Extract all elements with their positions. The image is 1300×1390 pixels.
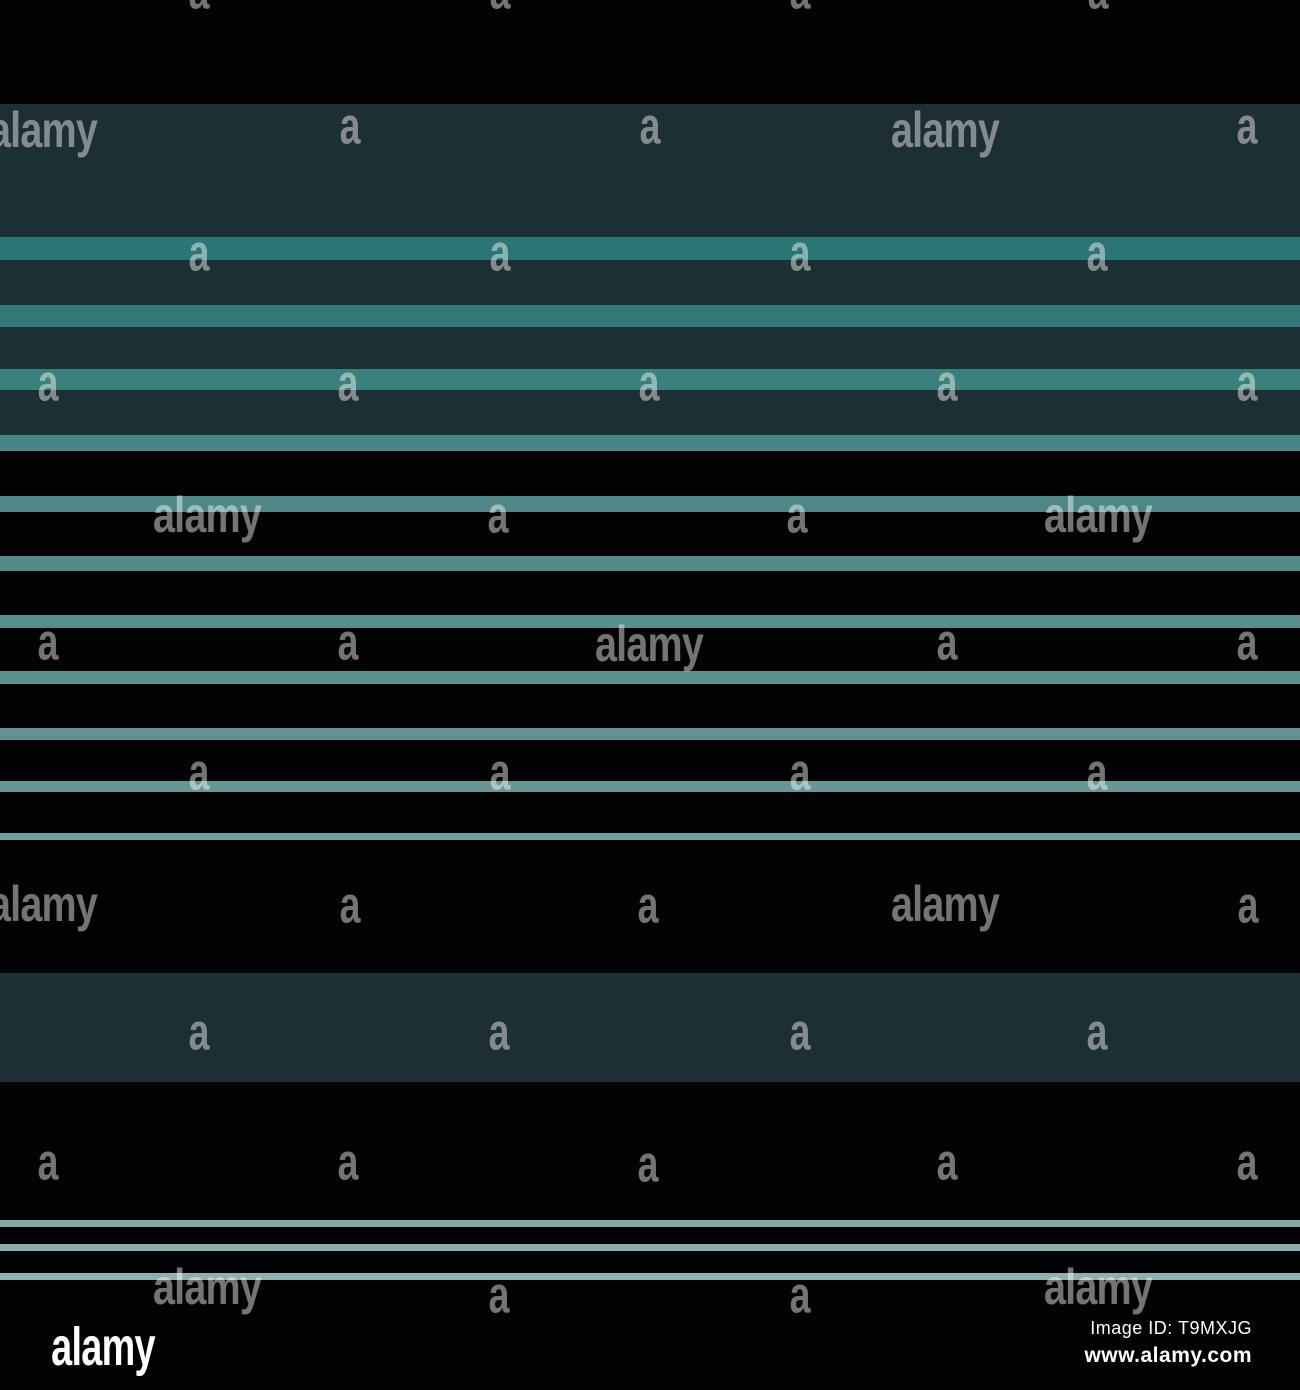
website-text: www.alamy.com [1084,1344,1252,1367]
watermark-a-mark: a [789,743,811,802]
watermark-a-mark: a [1236,613,1258,672]
watermark-a-mark: a [487,486,509,545]
watermark-a-mark: a [189,0,210,17]
watermark-a-mark: a [339,876,361,935]
watermark-alamy-logo: alamy [152,1259,262,1315]
watermark-a-mark: a [489,743,511,802]
watermark-a-mark: a [489,224,511,283]
watermark-a-mark: a [1086,1003,1108,1062]
watermark-a-mark: a [188,1003,210,1062]
watermark-a-mark: a [639,97,661,156]
slate-band-top [0,104,1300,450]
watermark-alamy-logo: alamy [890,876,1000,932]
watermark-a-mark: a [1236,97,1258,156]
watermark-alamy-logo: alamy [890,102,1000,158]
watermark-a-mark: a [637,1135,659,1194]
watermark-a-mark: a [188,743,210,802]
teal-stripe-1 [0,237,1300,260]
watermark-a-mark: a [339,97,361,156]
slate-band-bottom [0,973,1300,1082]
watermark-a-mark: a [638,354,660,413]
footer-text-block: Image ID: T9MXJG www.alamy.com [1084,1318,1252,1368]
watermark-a-mark: a [790,0,811,17]
teal-stripe-14 [0,1273,1300,1280]
watermark-a-mark: a [37,354,59,413]
teal-stripe-4 [0,435,1300,451]
watermark-alamy-logo: alamy [0,876,98,932]
watermark-a-mark: a [188,224,210,283]
watermark-a-mark: a [789,224,811,283]
watermark-a-mark: a [789,1003,811,1062]
watermark-a-mark: a [637,876,659,935]
watermark-a-mark: a [37,1133,59,1192]
watermark-a-mark: a [1086,743,1108,802]
teal-stripe-5 [0,496,1300,512]
watermark-a-mark: a [786,486,808,545]
watermark-a-mark: a [37,613,59,672]
watermark-a-mark: a [789,1266,811,1325]
teal-stripe-2 [0,305,1300,327]
image-id-text: Image ID: T9MXJG [1090,1318,1252,1338]
watermark-a-mark: a [936,354,958,413]
teal-stripe-11 [0,833,1300,840]
teal-stripe-13 [0,1244,1300,1251]
alamy-logo: alamy [51,1316,155,1377]
teal-stripe-7 [0,615,1300,628]
teal-stripe-3 [0,369,1300,390]
watermark-a-mark: a [1237,876,1259,935]
watermark-a-mark: a [337,354,359,413]
watermark-a-mark: a [488,1003,510,1062]
watermark-a-mark: a [936,613,958,672]
watermark-a-mark: a [936,1133,958,1192]
teal-stripe-10 [0,781,1300,792]
teal-stripe-12 [0,1220,1300,1227]
watermark-a-mark: a [1236,1133,1258,1192]
watermark-a-mark: a [337,1133,359,1192]
watermark-alamy-logo: alamy [1043,487,1153,543]
watermark-alamy-logo: alamy [1043,1259,1153,1315]
watermark-a-mark: a [488,1266,510,1325]
watermark-a-mark: a [1088,0,1109,17]
watermark-a-mark: a [1236,354,1258,413]
watermark-a-mark: a [490,0,511,17]
watermark-alamy-logo: alamy [0,102,98,158]
watermark-alamy-logo: alamy [152,487,262,543]
teal-stripe-6 [0,556,1300,571]
watermark-alamy-logo: alamy [594,616,704,672]
watermark-a-mark: a [1086,224,1108,283]
teal-stripe-8 [0,671,1300,684]
watermark-a-mark: a [337,613,359,672]
teal-stripe-9 [0,728,1300,740]
